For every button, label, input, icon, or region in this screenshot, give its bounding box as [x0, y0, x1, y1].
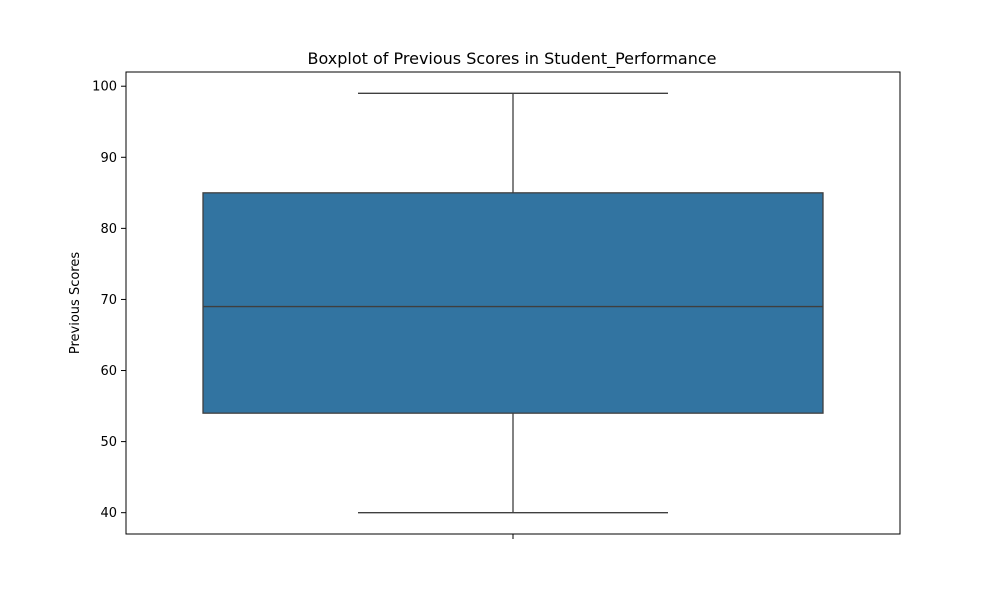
box-element — [202, 92, 824, 514]
chart-title: Boxplot of Previous Scores in Student_Pe… — [308, 49, 717, 69]
y-axis-ticks: 40 50 60 70 80 90 100 — [92, 80, 126, 521]
y-tick-label: 50 — [100, 435, 117, 450]
y-tick-label: 40 — [100, 506, 117, 521]
y-axis-label: Previous Scores — [68, 252, 83, 354]
y-tick-label: 80 — [100, 222, 117, 237]
y-tick-label: 70 — [100, 293, 117, 308]
y-tick-label: 100 — [92, 80, 117, 95]
y-tick-label: 90 — [100, 151, 117, 166]
plot-frame — [125, 71, 901, 535]
interquartile-box — [202, 192, 824, 414]
y-tick-label: 60 — [100, 364, 117, 379]
